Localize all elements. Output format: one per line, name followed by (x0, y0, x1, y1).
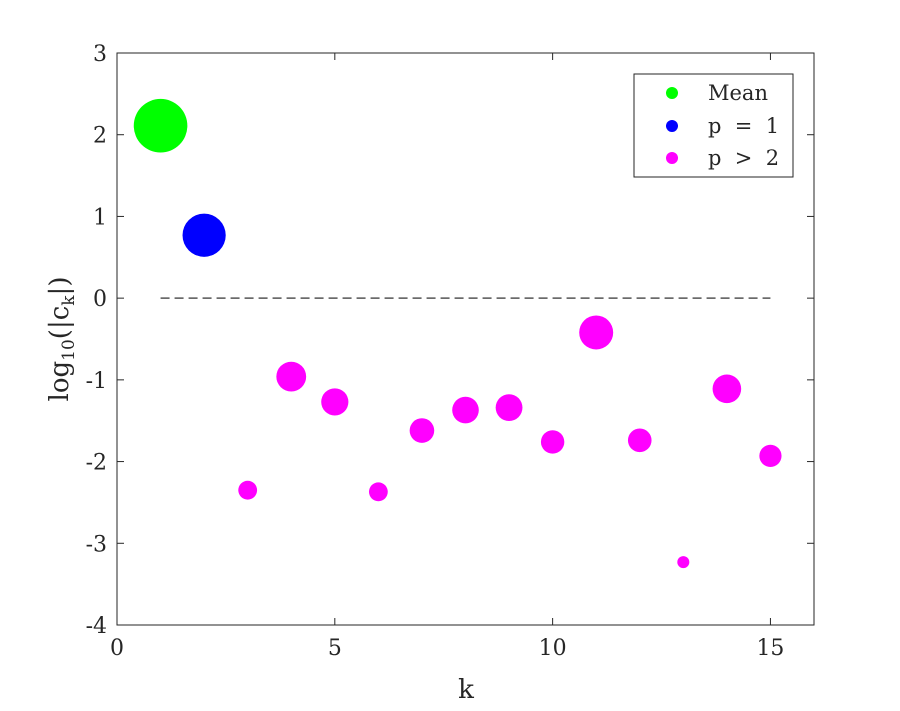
legend-marker-mean (666, 87, 678, 99)
data-point-series-2 (321, 388, 349, 416)
x-tick-label: 10 (539, 636, 567, 661)
legend-marker-p2 (666, 152, 678, 164)
data-point-series-2 (677, 556, 690, 569)
data-point-series-0 (133, 98, 188, 153)
data-point-series-2 (409, 418, 435, 443)
data-point-series-2 (276, 361, 307, 392)
legend-marker-p1 (666, 120, 678, 132)
x-tick-label: 5 (328, 636, 342, 661)
y-tick-label: 2 (93, 124, 107, 149)
legend-label-mean: Mean (708, 81, 768, 105)
data-point-series-2 (495, 394, 523, 422)
legend-box (633, 73, 794, 178)
x-tick-label: 0 (110, 636, 124, 661)
data-point-series-2 (452, 396, 479, 424)
data-point-series-2 (238, 480, 258, 500)
y-tick-label: 3 (93, 42, 107, 67)
y-axis-title: log10(|ck|) (45, 277, 79, 402)
data-point-series-2 (627, 428, 652, 453)
y-tick-label: -1 (86, 369, 107, 394)
data-point-series-2 (759, 444, 782, 467)
x-tick-label: 15 (756, 636, 784, 661)
y-tick-label: 1 (93, 205, 107, 230)
data-point-series-2 (368, 482, 388, 502)
y-tick-label: 0 (93, 287, 107, 312)
y-tick-label: -2 (86, 451, 107, 476)
y-tick-label: -4 (86, 614, 107, 639)
data-point-series-2 (579, 315, 614, 350)
legend: Mean p = 1 p > 2 (633, 73, 794, 178)
data-point-series-1 (182, 213, 226, 257)
x-axis-title: k (458, 675, 474, 705)
legend-label-p1: p = 1 (708, 114, 779, 138)
y-tick-label: -3 (86, 532, 107, 557)
data-point-series-2 (712, 374, 742, 404)
data-point-series-2 (540, 430, 565, 454)
legend-label-p2: p > 2 (708, 146, 779, 170)
